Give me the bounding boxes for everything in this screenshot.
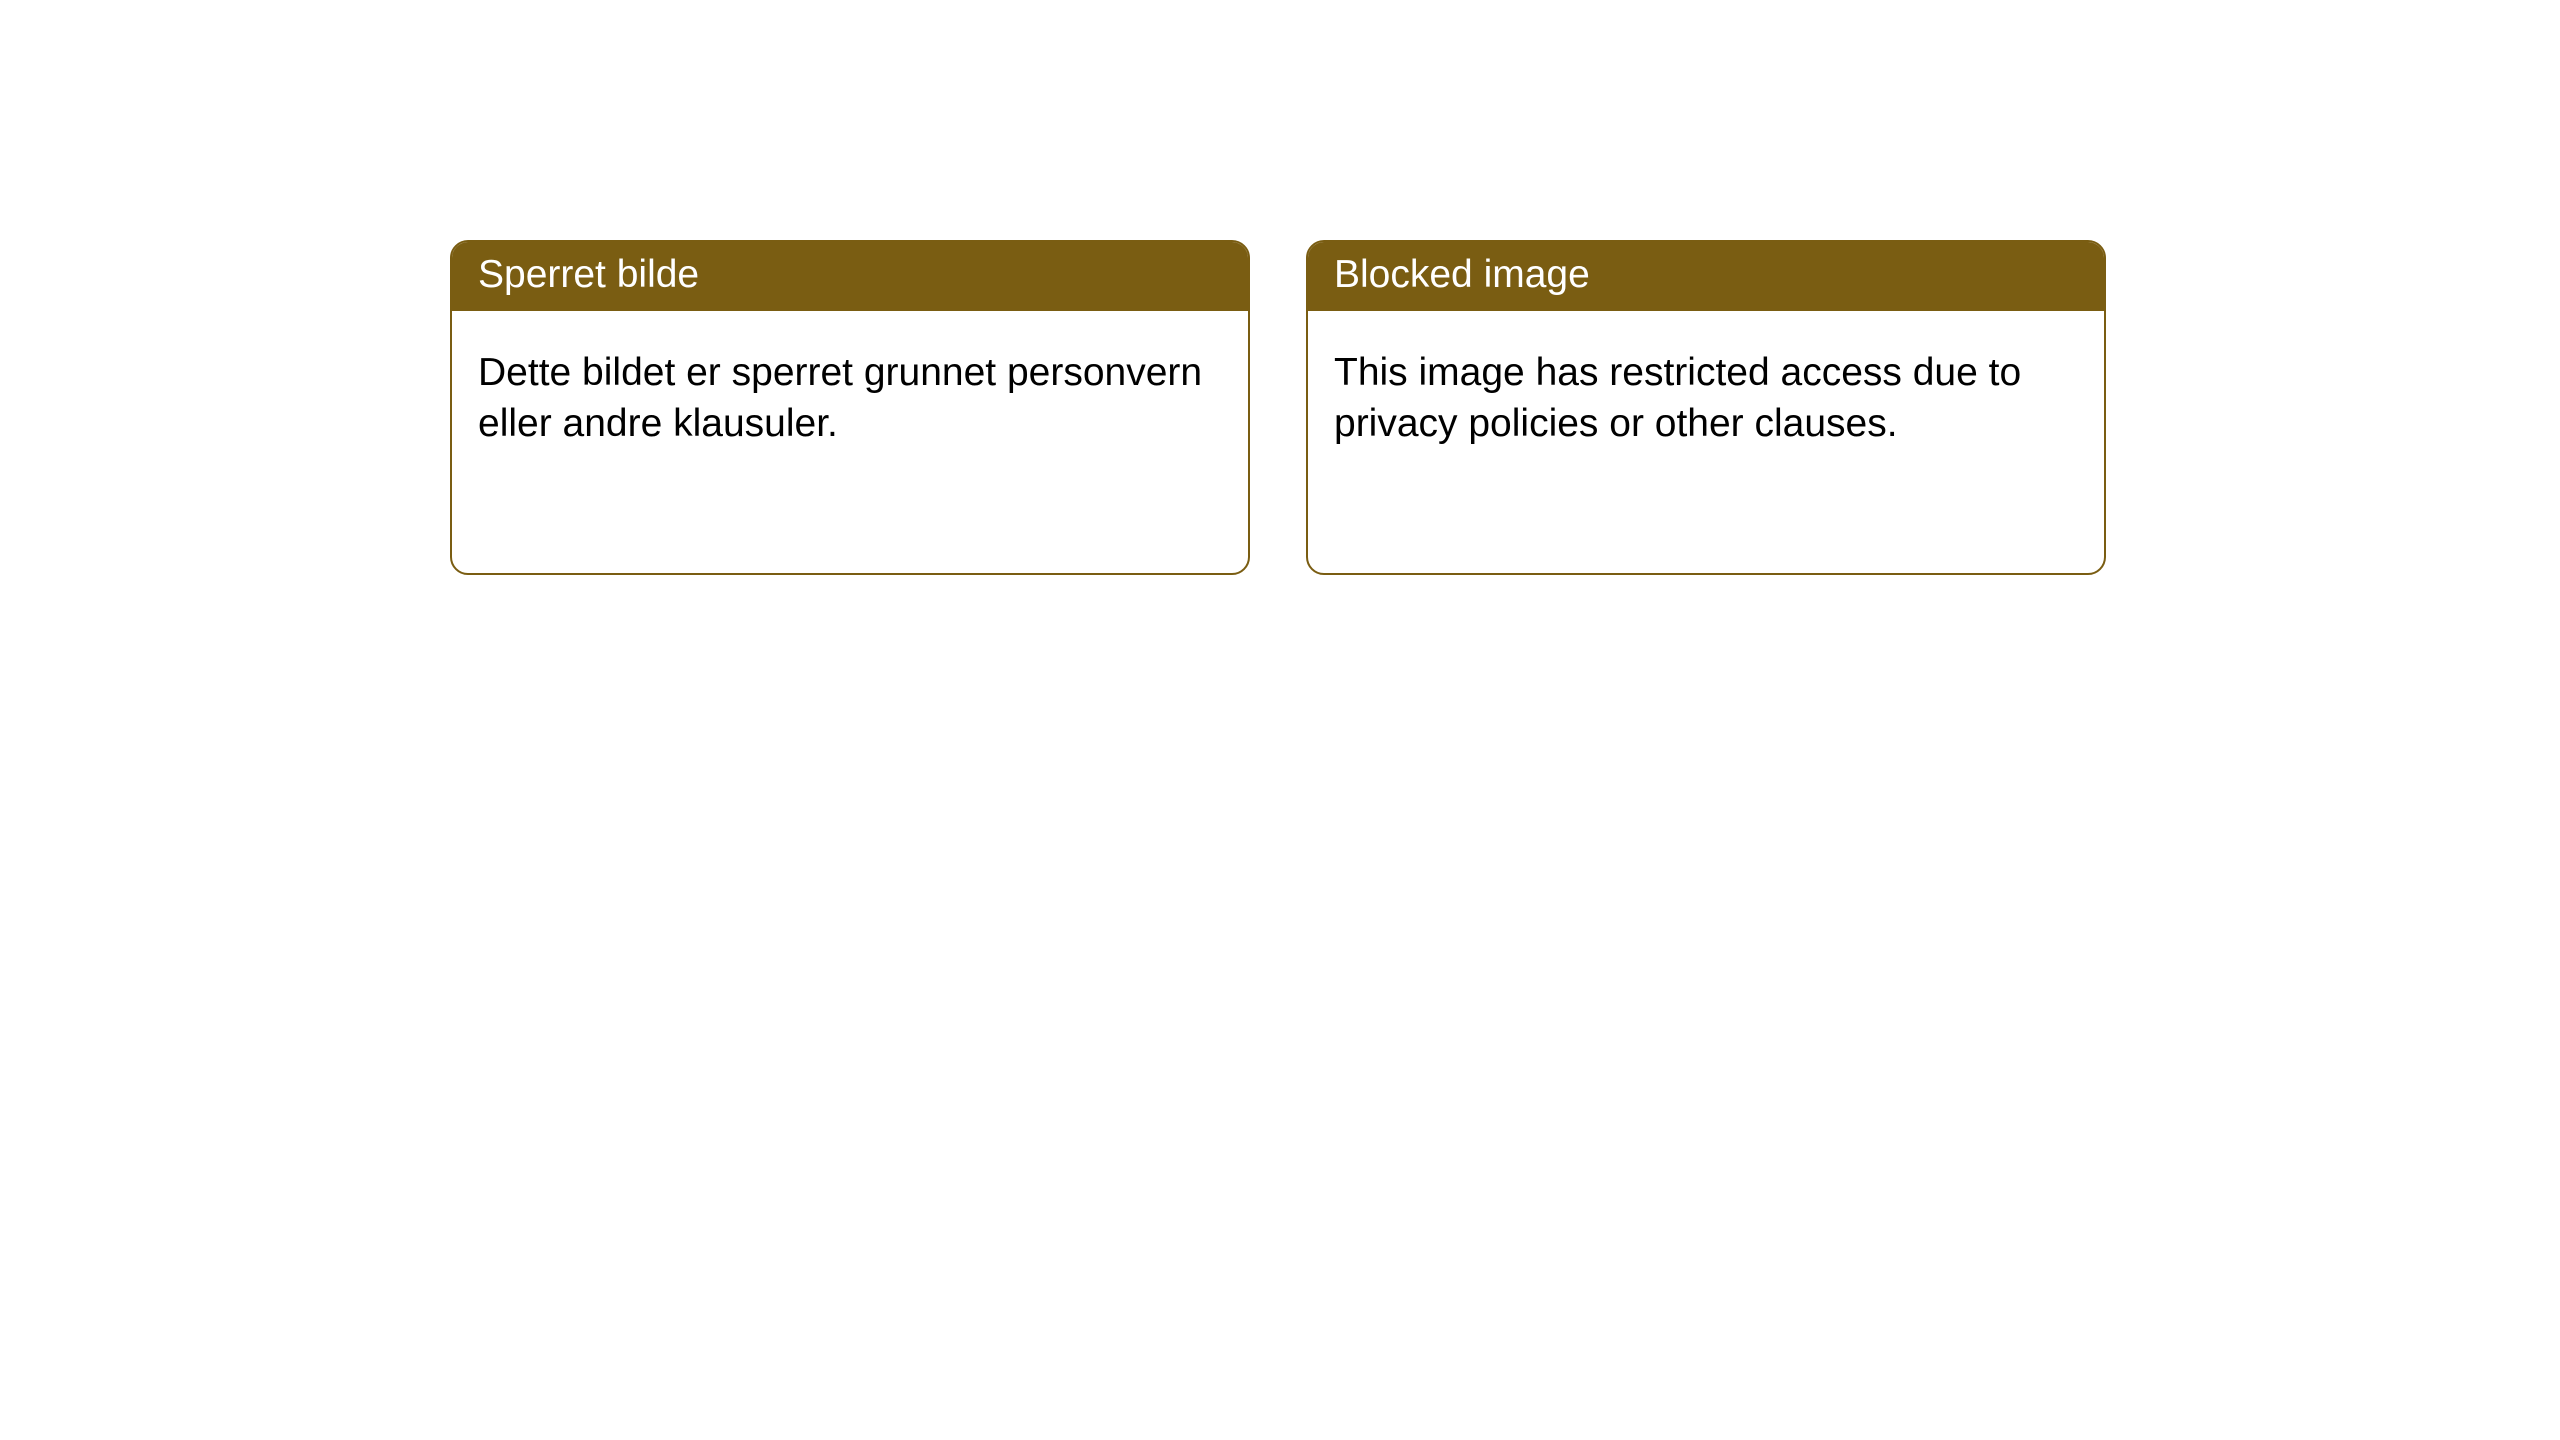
blocked-image-card-no: Sperret bilde Dette bildet er sperret gr… — [450, 240, 1250, 575]
blocked-image-card-en: Blocked image This image has restricted … — [1306, 240, 2106, 575]
notice-container: Sperret bilde Dette bildet er sperret gr… — [0, 0, 2560, 575]
card-body-en: This image has restricted access due to … — [1308, 311, 2104, 470]
card-body-no: Dette bildet er sperret grunnet personve… — [452, 311, 1248, 470]
card-header-en: Blocked image — [1308, 242, 2104, 311]
card-header-no: Sperret bilde — [452, 242, 1248, 311]
